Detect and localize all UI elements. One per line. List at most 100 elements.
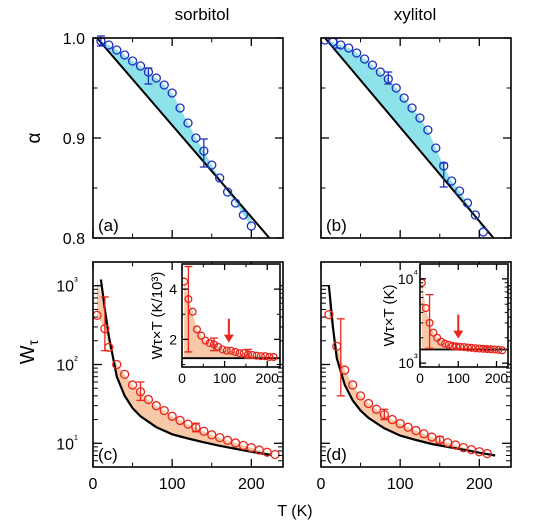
- x-tick-label: 200: [466, 476, 493, 493]
- fit-line: [324, 38, 495, 238]
- data-point: [482, 344, 492, 354]
- data-point: [407, 103, 417, 113]
- data-point: [415, 113, 425, 123]
- inset-x-tick-label: 200: [485, 370, 509, 386]
- data-point: [367, 60, 378, 70]
- arrow-head: [223, 334, 234, 343]
- data-point: [226, 346, 236, 355]
- data-point: [222, 346, 231, 355]
- inset-y-tick-label: 2: [169, 331, 177, 347]
- data-point: [120, 50, 130, 60]
- data-point: [391, 83, 401, 93]
- inset-x-tick-label: 100: [447, 370, 471, 386]
- data-point: [248, 350, 257, 359]
- data-point: [498, 346, 507, 355]
- data-points: [321, 38, 488, 237]
- data-point: [143, 394, 154, 405]
- data-point: [475, 344, 484, 353]
- x-tick-label: 200: [238, 476, 265, 493]
- data-point: [112, 45, 122, 55]
- data-point: [431, 143, 441, 153]
- data-point: [183, 419, 193, 429]
- data-point: [182, 277, 189, 286]
- data-point: [215, 173, 225, 183]
- fit-line: [96, 38, 271, 238]
- inset-y-tick-label: 10³: [398, 352, 418, 371]
- data-point: [151, 73, 161, 83]
- data-point: [344, 43, 354, 53]
- y-tick-label: 10²: [56, 355, 78, 375]
- ylabel-alpha: α: [24, 132, 45, 143]
- inset-frame-d: [419, 263, 509, 368]
- data-point: [135, 61, 146, 71]
- inset-y-tick-label: 10⁴: [398, 268, 419, 287]
- title-xylitol: xylitol: [394, 5, 437, 24]
- inset-y-tick-label: 4: [169, 281, 177, 297]
- data-point: [239, 349, 248, 358]
- data-point: [355, 391, 366, 401]
- shaded-region: [96, 279, 276, 456]
- data-points: [93, 310, 280, 460]
- data-point: [269, 352, 278, 362]
- data-point: [494, 345, 503, 354]
- data-point: [462, 198, 473, 208]
- panel-label-d: (d): [326, 445, 347, 464]
- inset-ylabel: Wτ×T (K/10³): [149, 272, 166, 360]
- data-point: [235, 349, 244, 358]
- inset-x-tick-label: 200: [256, 370, 280, 386]
- inset-ylabel: Wτ×T (K): [381, 285, 398, 347]
- x-tick-label: 100: [159, 476, 186, 493]
- data-points: [182, 277, 278, 362]
- data-point: [403, 422, 413, 432]
- inset-x-tick-label: 0: [416, 370, 424, 386]
- data-point: [482, 448, 492, 459]
- data-point: [252, 351, 261, 360]
- data-point: [230, 198, 241, 208]
- data-point: [167, 88, 177, 98]
- inset-frame-c: [181, 263, 281, 368]
- data-point: [188, 307, 197, 316]
- ylabel-w-tau: Wτ: [17, 339, 41, 364]
- data-point: [395, 418, 405, 429]
- data-point: [191, 133, 201, 143]
- data-point: [399, 93, 409, 103]
- data-point: [261, 352, 270, 361]
- data-point: [452, 342, 461, 351]
- data-point: [419, 429, 429, 439]
- data-point: [222, 187, 233, 197]
- panel-label-b: (b): [326, 216, 347, 235]
- data-point: [159, 80, 169, 90]
- data-point: [159, 405, 169, 416]
- data-point: [215, 432, 225, 443]
- data-point: [197, 331, 206, 340]
- y-tick-label: 10³: [56, 276, 78, 296]
- data-point: [192, 325, 201, 334]
- data-point: [167, 411, 177, 421]
- x-tick-label: 0: [317, 476, 326, 493]
- data-point: [450, 440, 461, 450]
- data-point: [218, 345, 227, 354]
- shared-xlabel: T (K): [277, 503, 312, 520]
- data-point: [470, 210, 481, 220]
- data-point: [363, 398, 374, 409]
- data-point: [127, 380, 138, 390]
- data-point: [351, 48, 362, 58]
- data-point: [454, 186, 465, 196]
- data-point: [359, 54, 370, 64]
- data-point: [151, 401, 161, 411]
- data-points: [96, 38, 256, 231]
- panel-label-c: (c): [98, 445, 118, 464]
- x-tick-label: 100: [387, 476, 414, 493]
- y-tick-label: 1.0: [63, 31, 85, 48]
- shaded-region: [328, 285, 488, 455]
- data-point: [207, 160, 217, 170]
- data-points: [324, 309, 492, 459]
- data-point: [459, 343, 469, 352]
- y-tick-label: 0.8: [63, 231, 85, 248]
- data-point: [471, 344, 480, 353]
- data-point: [446, 176, 457, 186]
- data-point: [423, 125, 433, 135]
- data-point: [490, 345, 499, 354]
- data-point: [120, 369, 130, 379]
